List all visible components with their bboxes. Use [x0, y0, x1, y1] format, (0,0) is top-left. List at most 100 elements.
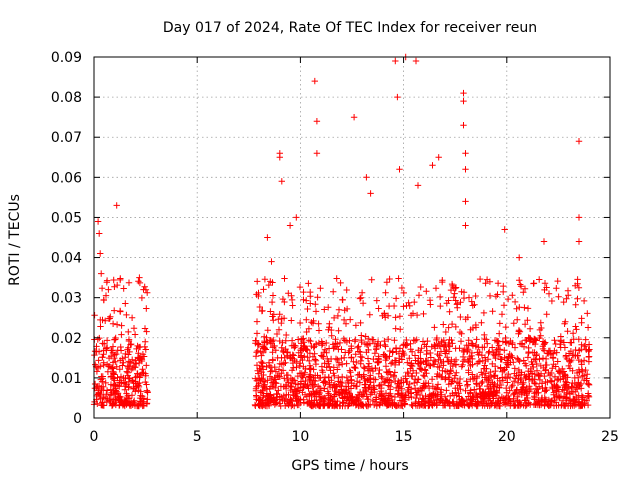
data-point — [533, 350, 540, 358]
data-point — [296, 362, 303, 370]
data-point — [480, 309, 488, 317]
data-point — [325, 304, 332, 311]
data-point — [108, 402, 116, 409]
data-point — [302, 377, 309, 385]
data-point — [326, 320, 333, 327]
data-point — [318, 352, 325, 359]
data-point — [420, 372, 427, 379]
data-point — [404, 359, 411, 366]
data-point — [297, 354, 305, 361]
data-point — [108, 347, 115, 354]
data-point — [572, 323, 579, 330]
data-point — [122, 300, 129, 307]
data-point — [346, 347, 353, 355]
data-point — [118, 331, 125, 338]
data-point — [536, 276, 543, 283]
data-point — [515, 368, 523, 376]
data-point — [300, 296, 307, 303]
data-point — [254, 278, 261, 285]
data-point — [576, 347, 583, 354]
data-point — [502, 339, 510, 346]
data-point — [501, 366, 508, 373]
data-point — [472, 292, 479, 300]
data-point — [143, 362, 150, 369]
data-point — [109, 364, 116, 371]
data-point — [299, 374, 307, 381]
data-point — [260, 286, 267, 293]
data-point — [526, 373, 533, 380]
data-point — [363, 402, 370, 410]
data-point — [116, 307, 124, 315]
data-point — [578, 319, 585, 326]
data-point — [325, 326, 332, 333]
data-point — [516, 304, 523, 311]
data-point — [462, 150, 469, 157]
data-point — [421, 401, 428, 409]
data-point — [283, 331, 290, 339]
data-point — [505, 340, 513, 347]
data-point — [366, 340, 374, 347]
data-point — [260, 366, 267, 373]
data-point — [315, 320, 322, 327]
data-point — [94, 400, 101, 407]
data-point — [315, 327, 323, 334]
data-point — [313, 150, 321, 157]
data-point — [531, 371, 538, 378]
data-point — [579, 394, 586, 401]
data-point — [378, 375, 386, 382]
data-point — [295, 396, 302, 404]
data-point — [278, 393, 285, 401]
data-point — [386, 347, 394, 355]
data-point — [510, 378, 518, 385]
data-point — [116, 394, 123, 401]
data-point — [546, 371, 554, 379]
data-point — [342, 320, 350, 327]
data-point — [440, 321, 447, 328]
data-point — [266, 385, 273, 392]
data-point — [344, 402, 352, 410]
data-point — [585, 347, 592, 354]
data-point — [420, 310, 427, 318]
data-point — [142, 378, 149, 386]
data-point — [335, 346, 342, 353]
data-point — [255, 292, 262, 300]
data-point — [297, 360, 304, 367]
data-point — [567, 339, 574, 346]
data-point — [417, 365, 424, 373]
data-point — [395, 275, 402, 282]
data-point — [478, 319, 485, 326]
data-point — [481, 344, 488, 351]
data-point — [495, 342, 503, 349]
data-point — [373, 402, 380, 410]
data-point — [331, 372, 338, 380]
data-point — [96, 230, 103, 237]
data-point — [260, 371, 267, 379]
data-point — [469, 324, 477, 332]
data-point — [360, 364, 368, 371]
data-point — [98, 270, 105, 277]
data-point — [478, 352, 486, 359]
data-point — [101, 395, 109, 402]
data-point — [469, 302, 476, 309]
data-point — [471, 375, 478, 382]
data-point — [413, 311, 421, 319]
data-point — [559, 365, 566, 373]
data-point — [458, 330, 465, 337]
data-point — [441, 402, 448, 409]
data-point — [504, 361, 511, 368]
data-point — [107, 353, 115, 360]
data-point — [318, 394, 326, 402]
data-point — [334, 312, 342, 320]
data-point — [125, 279, 133, 286]
data-point — [436, 342, 444, 350]
data-point — [573, 326, 580, 333]
data-point — [554, 277, 561, 285]
data-point — [113, 202, 120, 209]
data-point — [433, 336, 440, 344]
data-point — [352, 322, 360, 329]
data-point — [397, 326, 404, 333]
data-point — [284, 371, 292, 379]
data-point — [330, 364, 337, 371]
data-point — [532, 340, 539, 348]
data-point — [268, 258, 275, 265]
